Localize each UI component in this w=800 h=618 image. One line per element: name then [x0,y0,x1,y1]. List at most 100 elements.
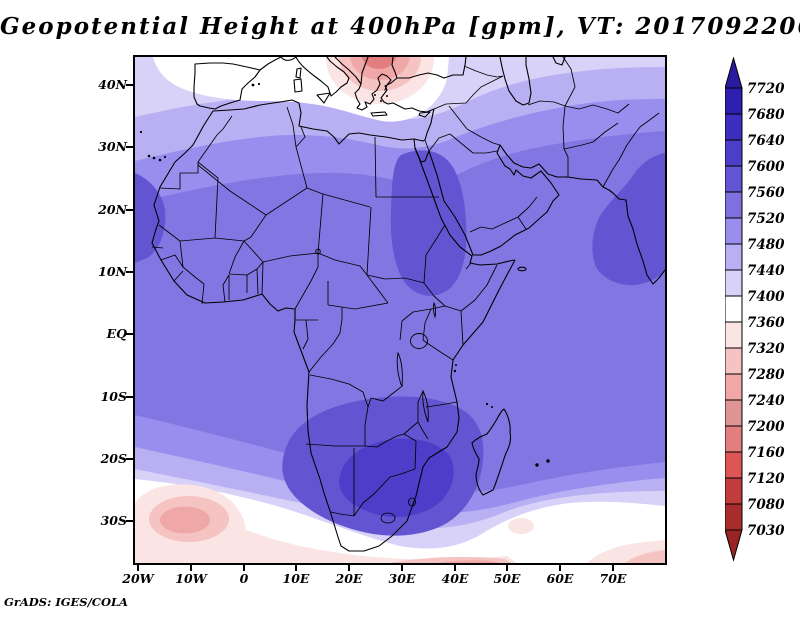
colorbar-label: 7030 [747,523,785,539]
aral-sea-coastline [552,57,566,66]
map-canvas [135,57,665,563]
lake-victoria [410,333,428,349]
colorbar-label: 7160 [747,445,785,461]
page-title: Geopotential Height at 400hPa [gpm], VT:… [0,13,800,40]
iberia-coastline [193,57,297,110]
colorbar-arrow-high [725,57,743,89]
colorbar-label: 7520 [747,211,785,227]
greece-coastline [354,57,392,111]
africa-coastline [151,99,516,552]
colorbar-segment [725,503,743,531]
colorbar-label: 7200 [747,419,785,435]
y-axis-label-EQ: EQ [106,326,127,341]
colorbar-label: 7280 [747,367,785,383]
y-axis-label-40N: 40N [98,77,127,92]
colorbar-segment [725,373,743,401]
sinai-coastline [414,147,430,163]
y-axis-tick [126,146,133,148]
x-axis-label-20W: 20W [122,571,154,586]
y-axis-tick [126,209,133,211]
colorbar-label: 7240 [747,393,785,409]
colorbar-label: 7600 [747,159,785,175]
country-borders [151,57,660,524]
colorbar-segment [725,477,743,505]
colorbar-segment [725,347,743,375]
x-axis-tick [401,565,403,571]
colorbar-label: 7080 [747,497,785,513]
colorbar-arrow-low [725,529,743,562]
contour-fills [135,57,665,563]
y-axis-label-20N: 20N [98,202,127,217]
y-axis-label-30S: 30S [100,513,127,528]
map-frame [133,55,667,565]
x-axis-label-60E: 60E [546,571,574,586]
colorbar-label: 7120 [747,471,785,487]
x-axis-label-10E: 10E [282,571,310,586]
x-axis-label-50E: 50E [493,571,521,586]
colorbar-segment [725,321,743,349]
colorbar-segment [725,243,743,271]
colorbar-segment [725,113,743,141]
colorbar-segment [725,139,743,167]
x-axis-label-30E: 30E [388,571,416,586]
y-axis-tick [126,271,133,273]
colorbar-label: 7400 [747,289,785,305]
x-axis-tick [243,565,245,571]
lakes [315,248,437,423]
crete-island [370,111,388,117]
y-axis-tick [126,458,133,460]
colorbar-segment [725,217,743,245]
small-islands [139,82,550,467]
y-axis-label-10S: 10S [100,389,127,404]
sicily-island [316,92,331,104]
colorbar-segment [725,451,743,479]
x-axis-tick [612,565,614,571]
y-axis-tick [126,333,133,335]
black-sea-coastline [391,57,467,79]
y-axis-label-30N: 30N [98,139,127,154]
levant-coastline [413,108,435,142]
x-axis-tick [454,565,456,571]
colorbar-label: 7320 [747,341,785,357]
x-axis-tick [190,565,192,571]
swaziland-border [408,497,416,507]
attribution: GrADS: IGES/COLA [4,595,128,609]
lesotho-border [380,512,396,524]
sardinia-island [293,78,303,93]
socotra-island [517,266,527,272]
x-axis-label-0: 0 [239,571,249,586]
y-axis-tick [126,84,133,86]
x-axis-tick [137,565,139,571]
colorbar-segment [725,295,743,323]
lake-malawi [422,389,429,423]
italy-coastline [295,57,362,97]
corsica-island [295,67,302,79]
colorbar-label: 7680 [747,107,785,123]
colorbar-label: 7480 [747,237,785,253]
x-axis-tick [348,565,350,571]
colorbar: 7720 7680 7640 7600 7560 7520 7480 7440 7400 7360… [725,57,785,562]
colorbar-label: 7640 [747,133,785,149]
colorbar-label: 7360 [747,315,785,331]
colorbar-segment [725,87,743,115]
x-axis-tick [559,565,561,571]
y-axis-tick [126,520,133,522]
x-axis-tick [506,565,508,571]
coastlines [151,57,665,552]
colorbar-label: 7440 [747,263,785,279]
y-axis-label-20S: 20S [100,451,127,466]
x-axis-label-40E: 40E [441,571,469,586]
colorbar-label: 7720 [747,81,785,97]
caspian-sea-coastline [499,57,532,106]
x-axis-label-10W: 10W [175,571,207,586]
colorbar-segment [725,399,743,427]
colorbar-segment [725,269,743,297]
y-axis-tick [126,396,133,398]
y-axis-label-10N: 10N [98,264,127,279]
colorbar-segment [725,425,743,453]
lake-turkana [432,301,437,319]
x-axis-tick [295,565,297,571]
arabia-india-coastline [428,144,665,285]
colorbar-label: 7560 [747,185,785,201]
x-axis-label-20E: 20E [335,571,363,586]
